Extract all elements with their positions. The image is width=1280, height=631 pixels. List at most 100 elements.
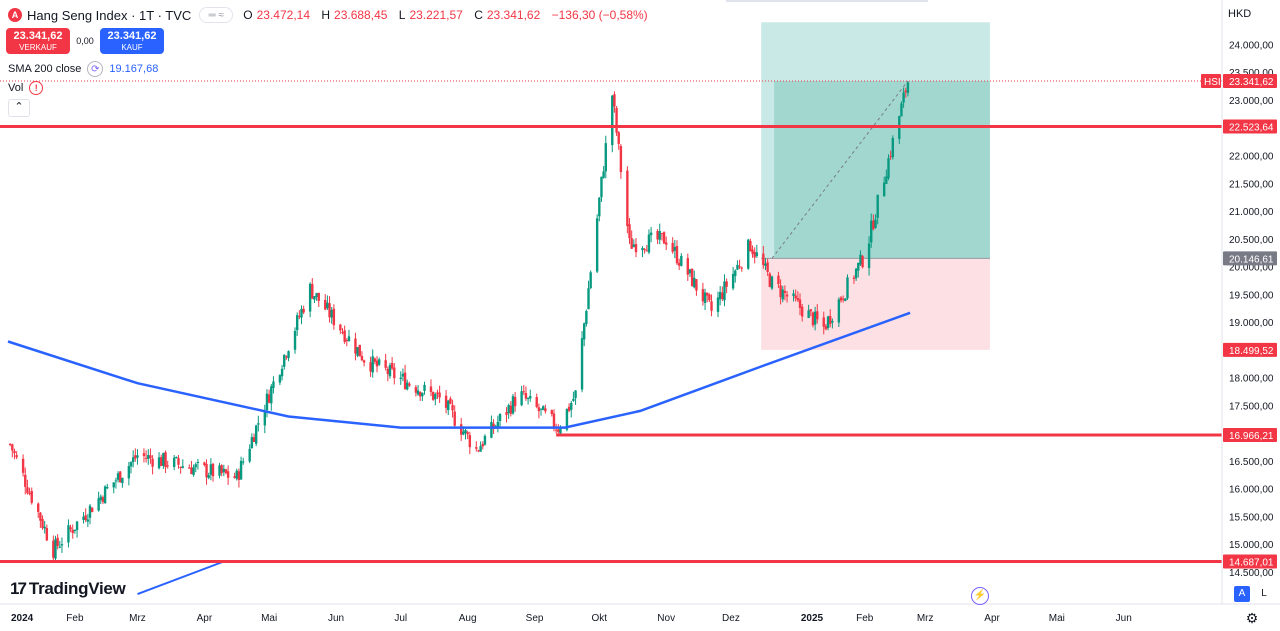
candle-body: [589, 272, 592, 289]
candle-body: [703, 292, 707, 304]
candle-body: [438, 392, 441, 398]
candle-body: [574, 390, 577, 399]
candle-body: [542, 406, 545, 411]
candle-body: [263, 411, 267, 426]
sma200-line: [7, 311, 911, 429]
candle-body: [613, 94, 616, 107]
candle-body: [777, 275, 780, 285]
candle-body: [688, 269, 692, 274]
tradingview-mark-icon: 17: [10, 579, 27, 598]
time-tick-label: Apr: [197, 613, 213, 624]
candle-body: [511, 396, 515, 414]
auto-scale-button[interactable]: A: [1234, 586, 1250, 602]
candle-body: [673, 247, 677, 251]
time-tick-label: Feb: [856, 613, 874, 624]
candle-body: [649, 232, 653, 236]
candle-body: [190, 467, 193, 475]
candle-body: [267, 394, 271, 403]
candle-body: [846, 277, 849, 299]
warning-icon[interactable]: !: [29, 81, 44, 95]
candle-body: [97, 498, 100, 511]
candle-body: [384, 360, 387, 368]
sell-button[interactable]: 23.341,62 VERKAUF: [6, 28, 70, 54]
flash-icon[interactable]: ⚡: [971, 587, 989, 605]
candle-body: [779, 285, 782, 298]
candle-body: [645, 250, 648, 252]
currency-label[interactable]: HKD: [1228, 8, 1252, 20]
candle-body: [544, 408, 547, 412]
sma-legend[interactable]: SMA 200 close ⟳ 19.167,68: [8, 61, 158, 77]
candle-body: [816, 311, 819, 320]
candle-body: [483, 435, 487, 445]
price-tick-label: 17.500,00: [1229, 401, 1274, 412]
candle-body: [904, 90, 907, 93]
candle-body: [794, 295, 797, 299]
entry-price-tag-bg: [1223, 251, 1277, 266]
candle-body: [462, 431, 465, 435]
candle-body: [30, 490, 33, 503]
price-tick-label: 21.000,00: [1229, 207, 1274, 218]
candle-body: [341, 332, 344, 334]
candle-body: [160, 457, 163, 466]
log-scale-button[interactable]: L: [1261, 588, 1267, 599]
volume-legend[interactable]: Vol !: [8, 81, 44, 95]
candle-body: [315, 293, 318, 297]
candle-body: [119, 471, 122, 483]
entry-price-tag: 20.146,61: [1229, 254, 1274, 265]
candle-body: [164, 452, 167, 468]
candle-body: [149, 455, 152, 459]
candle-body: [600, 176, 603, 198]
candle-body: [144, 457, 148, 459]
candle-body: [716, 297, 720, 312]
candle-body: [270, 386, 273, 404]
candle-body: [207, 475, 210, 478]
candle-body: [375, 360, 379, 367]
candle-body: [841, 298, 845, 300]
candle-body: [224, 469, 228, 474]
red-circle-logo-icon: A: [8, 8, 22, 22]
candle-body: [311, 283, 314, 299]
candle-body: [265, 393, 269, 411]
high-value: 23.688,45: [334, 8, 388, 22]
candle-body: [583, 323, 586, 340]
candle-body: [121, 477, 124, 484]
candle-body: [371, 356, 374, 373]
candle-body: [345, 340, 349, 342]
candle-body: [529, 395, 532, 399]
candle-body: [824, 326, 828, 330]
candle-body: [559, 428, 562, 434]
candle-body: [570, 403, 573, 410]
candle-body: [39, 512, 42, 521]
candle-body: [677, 262, 681, 266]
candle-body: [358, 344, 361, 357]
candle-body: [84, 515, 87, 521]
gear-icon[interactable]: ⚙: [1245, 610, 1259, 626]
refresh-icon[interactable]: ⟳: [87, 61, 104, 77]
top-bar: [726, 0, 928, 2]
candle-body: [498, 413, 502, 421]
candle-body: [418, 391, 422, 397]
candle-body: [602, 171, 605, 178]
candle-body: [796, 298, 800, 301]
price-tick-label: 14.500,00: [1229, 568, 1274, 579]
chart-style-icon[interactable]: ═ ≈: [199, 7, 234, 23]
candle-body: [872, 220, 875, 229]
symbol-title[interactable]: Hang Seng Index · 1T · TVC: [27, 7, 192, 23]
time-tick-label: Mrz: [129, 613, 146, 624]
candle-body: [416, 390, 420, 395]
candle-body: [861, 256, 864, 268]
candle-body: [468, 435, 472, 448]
candle-body: [755, 252, 759, 256]
candle-body: [792, 293, 795, 296]
time-tick-label: 2025: [801, 613, 824, 624]
price-tick-label: 15.000,00: [1229, 540, 1274, 551]
candle-body: [854, 268, 858, 279]
buy-button[interactable]: 23.341,62 KAUF: [100, 28, 164, 54]
chevron-up-icon[interactable]: ⌃: [8, 99, 30, 117]
candle-body: [399, 377, 402, 380]
candle-body: [585, 310, 588, 324]
price-tick-label: 20.000,00: [1229, 263, 1274, 274]
symbol-tag: HSI: [1204, 77, 1221, 88]
candle-body: [768, 273, 771, 287]
